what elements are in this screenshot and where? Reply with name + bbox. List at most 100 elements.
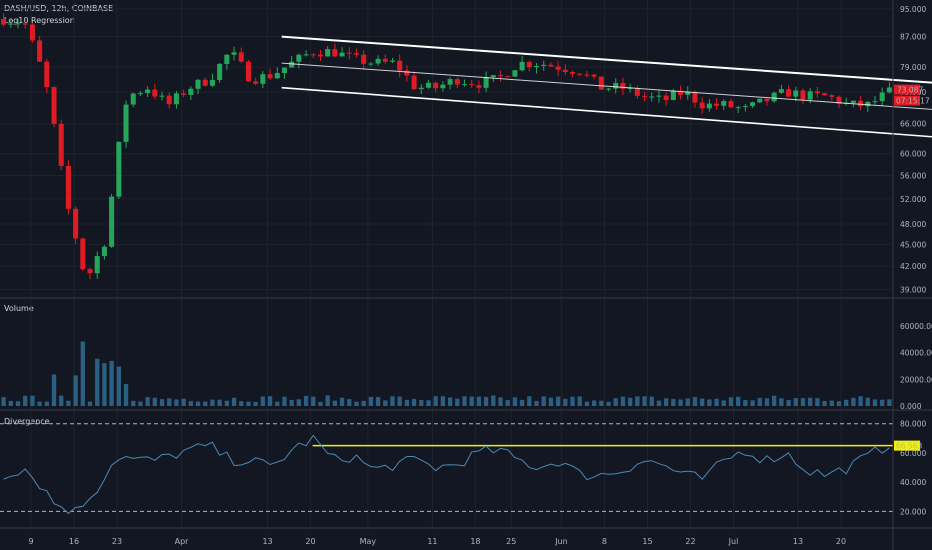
candle-body <box>757 98 763 103</box>
volume-bar <box>584 401 590 406</box>
candle-body <box>109 196 115 247</box>
volume-bar <box>231 397 237 406</box>
candle-body <box>512 70 518 77</box>
volume-bar <box>318 401 323 406</box>
divergence-label[interactable]: Divergence <box>4 417 50 426</box>
volume-bar <box>512 397 518 406</box>
x-tick-label: 18 <box>470 537 480 546</box>
volume-bar <box>736 396 741 406</box>
candle-body <box>742 106 748 108</box>
volume-bar <box>138 401 143 406</box>
volume-bar <box>397 396 402 406</box>
volume-bar <box>858 396 863 406</box>
candle-body <box>188 88 194 95</box>
volume-bar <box>527 396 532 406</box>
candle-body <box>505 76 511 78</box>
x-tick-label: Jul <box>728 537 739 546</box>
volume-bar <box>476 396 482 406</box>
volume-bar <box>620 396 626 406</box>
candle-body <box>245 61 251 82</box>
candle-body <box>65 165 71 209</box>
volume-bar <box>685 398 690 406</box>
x-tick-label: 22 <box>685 537 695 546</box>
candle-body <box>145 89 151 94</box>
volume-bar <box>73 375 78 406</box>
volume-bar <box>419 400 424 406</box>
volume-bar <box>728 397 734 406</box>
volume-bar <box>548 397 554 406</box>
y-tick-label: 45.000 <box>900 240 926 249</box>
candle-body <box>872 101 878 103</box>
volume-bar <box>253 401 258 406</box>
candle-body <box>339 52 345 57</box>
volume-bar <box>195 401 201 406</box>
volume-bar <box>865 397 870 406</box>
time-axis[interactable]: 9 16 23 Apr 13 20 May 11 18 25 Jun 8 15 22 Jul 13 20 <box>28 537 846 546</box>
volume-bar <box>699 398 705 406</box>
volume-bar <box>131 400 136 406</box>
volume-bar <box>606 401 611 406</box>
candle-body <box>879 92 885 102</box>
candle-body <box>886 87 892 93</box>
candle-body <box>231 52 237 55</box>
volume-bar <box>325 395 330 406</box>
volume-bar <box>426 400 431 406</box>
candle-body <box>750 102 756 107</box>
indicator-label[interactable]: Log10 Regression <box>4 16 75 25</box>
volume-bar <box>599 400 604 406</box>
volume-bar <box>152 397 157 406</box>
candle-body <box>224 54 230 64</box>
candle-body <box>346 52 352 54</box>
volume-bar <box>404 399 410 406</box>
volume-bar <box>224 400 230 406</box>
divergence-badge-value: 66.563 <box>896 442 922 451</box>
volume-bar <box>275 401 280 406</box>
x-tick-label: 20 <box>836 537 846 546</box>
divergence-line <box>3 434 890 515</box>
candle-body <box>865 101 871 107</box>
volume-bar <box>87 401 93 406</box>
candle-body <box>404 70 410 76</box>
volume-bar <box>203 401 208 406</box>
candle-body <box>620 83 626 89</box>
candle-body <box>570 71 576 74</box>
candle-body <box>721 101 727 106</box>
volume-bar <box>491 395 496 406</box>
volume-bar <box>779 398 784 406</box>
divergence-tick-label: 60.000 <box>900 449 926 458</box>
volume-tick-label: 0.000 <box>900 402 922 411</box>
volume-bar <box>361 400 366 406</box>
x-tick-label: 16 <box>69 537 79 546</box>
volume-bar <box>116 366 121 406</box>
volume-bar <box>721 400 726 406</box>
volume-bar <box>282 396 287 406</box>
candle-body <box>663 95 669 100</box>
volume-bar <box>51 374 57 406</box>
y-tick-label: 48.000 <box>900 220 926 229</box>
candle-body <box>29 24 35 41</box>
volume-label[interactable]: Volume <box>4 304 34 313</box>
volume-bar <box>95 358 100 406</box>
candle-body <box>533 65 540 68</box>
candle-body <box>634 87 640 96</box>
volume-bar <box>174 399 179 406</box>
volume-bar <box>246 401 251 406</box>
y-tick-label: 95.000 <box>900 5 926 14</box>
y-tick-label: 39.000 <box>900 285 926 294</box>
candle-body <box>173 93 179 105</box>
x-tick-label: Jun <box>554 537 568 546</box>
volume-bar <box>635 396 640 406</box>
candle-body <box>80 238 86 270</box>
candle-body <box>613 83 619 89</box>
candle-body <box>692 92 698 103</box>
candle-body <box>577 73 583 75</box>
volume-bar <box>80 341 85 406</box>
candle-body <box>786 89 792 97</box>
volume-bar <box>59 395 64 406</box>
volume-bar <box>678 399 683 406</box>
volume-bar <box>577 396 582 406</box>
volume-bar <box>311 396 316 406</box>
candle-body <box>166 95 172 105</box>
